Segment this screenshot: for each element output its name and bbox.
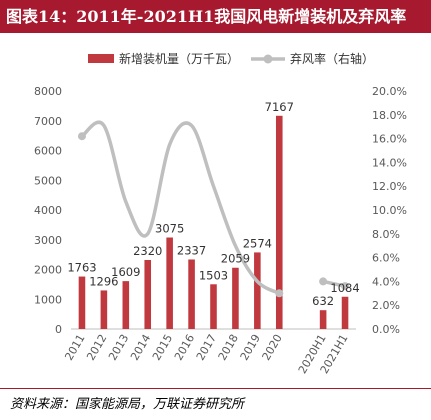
y-right-tick-label: 0.0% (372, 323, 400, 336)
y-right-tick-label: 16.0% (372, 133, 407, 146)
y-right-tick-label: 4.0% (372, 275, 400, 288)
line-point (319, 277, 328, 286)
x-tick-label: 2017 (194, 332, 219, 363)
bar (254, 252, 261, 329)
bar-value-label: 2337 (177, 243, 206, 257)
bar-value-label: 1296 (89, 274, 118, 288)
bar-value-label: 3075 (155, 222, 184, 236)
bar (275, 115, 283, 329)
y-right-tick-label: 18.0% (372, 109, 407, 122)
x-tick-label: 2016 (172, 332, 197, 363)
bar-value-label: 1084 (330, 281, 359, 295)
y-left-tick-label: 3000 (34, 234, 62, 247)
y-left-tick-label: 4000 (34, 204, 62, 217)
legend-label-line: 弃风率（右轴） (290, 51, 374, 66)
bar (144, 259, 152, 329)
bar-series (78, 115, 349, 329)
y-left-tick-label: 7000 (34, 115, 62, 128)
y-right-tick-label: 20.0% (372, 85, 407, 98)
x-tick-label: 2019 (238, 332, 263, 363)
bar-value-label: 1609 (111, 265, 140, 279)
bar (341, 296, 349, 329)
x-tick-label: 2014 (128, 332, 153, 363)
bar-value-label: 7167 (265, 100, 294, 114)
y-left-tick-label: 2000 (34, 264, 62, 277)
bar-value-label: 2574 (243, 236, 272, 250)
legend-label-bar: 新增装机量（万千瓦） (119, 51, 239, 66)
axes: 0 1000 2000 3000 4000 5000 6000 7000 8000 0.0% 2.0… (34, 85, 407, 376)
y-left-tick-label: 8000 (34, 85, 62, 98)
bar (232, 267, 239, 329)
line-series (77, 120, 350, 298)
line-point (275, 289, 284, 298)
bar (188, 259, 195, 329)
bar-value-label: 2320 (133, 244, 162, 258)
bar (319, 310, 327, 329)
y-left-tick-label: 0 (55, 323, 62, 336)
bar-value-label: 1763 (67, 261, 96, 275)
y-right-tick-label: 10.0% (372, 204, 407, 217)
bar (166, 237, 173, 329)
title-bar: 图表14：2011年-2021H1我国风电新增装机及弃风率 (0, 0, 431, 33)
bar-value-label: 1503 (199, 268, 228, 282)
y-right-tick-label: 6.0% (372, 252, 400, 265)
line-point (341, 282, 350, 291)
y-left-tick-label: 5000 (34, 174, 62, 187)
figure-title: 图表14：2011年-2021H1我国风电新增装机及弃风率 (6, 7, 407, 26)
bar (122, 281, 130, 329)
x-tick-label: 2020 (260, 332, 285, 363)
bar-value-label: 632 (312, 294, 334, 308)
bar-value-label: 2059 (221, 252, 250, 266)
line-point (77, 132, 86, 141)
bar (100, 290, 108, 329)
y-left-tick-label: 1000 (34, 293, 62, 306)
source-note: 资料来源：国家能源局，万联证券研究所 (10, 397, 245, 412)
y-right-tick-label: 2.0% (372, 299, 400, 312)
bar (210, 284, 217, 329)
y-right-tick-label: 8.0% (372, 228, 400, 241)
bar (78, 276, 86, 329)
x-tick-label: 2018 (216, 332, 241, 363)
legend-marker-line (263, 54, 273, 64)
line-segment-annual (80, 120, 281, 295)
legend: 新增装机量（万千瓦） 弃风率（右轴） (88, 51, 374, 66)
source-divider (0, 388, 431, 389)
x-tick-label: 2012 (84, 332, 109, 363)
y-right-tick-label: 14.0% (372, 156, 407, 169)
x-tick-label: 2011 (62, 332, 87, 363)
y-right-tick-label: 12.0% (372, 180, 407, 193)
x-tick-label: 2015 (150, 332, 175, 363)
x-tick-label: 2013 (106, 332, 131, 363)
chart: 新增装机量（万千瓦） 弃风率（右轴） 0 1000 2000 3000 4000 5000 6… (34, 51, 407, 376)
legend-swatch-bar (88, 54, 114, 63)
y-left-tick-label: 6000 (34, 145, 62, 158)
